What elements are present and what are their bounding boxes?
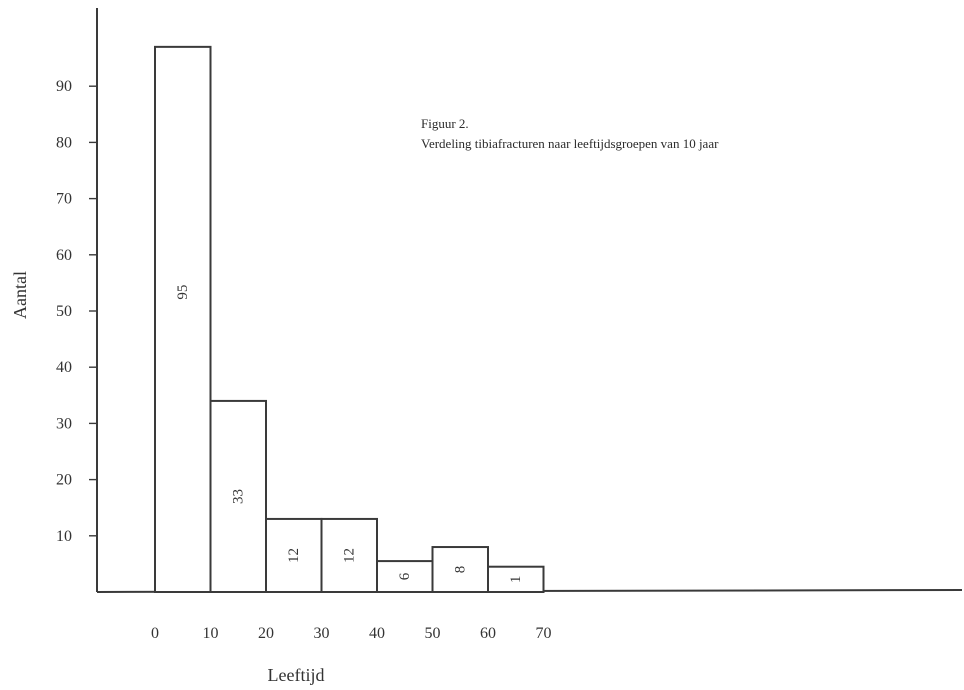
bar-value-label: 6: [397, 572, 413, 580]
bar-value-label: 1: [508, 576, 524, 584]
histogram-bar: [209, 399, 267, 594]
x-tick-label: 60: [480, 625, 496, 642]
x-tick-label: 40: [369, 625, 385, 642]
y-tick-label: 40: [56, 359, 72, 376]
figure-description: Verdeling tibiafracturen naar leeftijdsg…: [421, 136, 719, 151]
histogram-bar: [376, 560, 434, 594]
x-tick-label: 20: [258, 625, 274, 642]
bar-value-label: 12: [286, 548, 302, 563]
histogram-bar: [265, 517, 323, 593]
histogram-bars: 95 33 12 12 6 8 1: [154, 45, 545, 594]
y-tick-label: 50: [56, 303, 72, 320]
x-tick-label: 0: [151, 625, 159, 642]
x-tick-label: 10: [203, 625, 219, 642]
x-axis-ticks: 0 10 20 30 40 50 60 70: [151, 625, 552, 642]
y-axis-ticks: 10 20 30 40 50 60 70 80 90: [56, 78, 97, 545]
bar-value-label: 8: [452, 566, 468, 574]
y-tick-label: 90: [56, 78, 72, 95]
y-tick-label: 70: [56, 191, 72, 208]
histogram-bar: [487, 565, 545, 594]
bar-value-label: 33: [230, 489, 246, 504]
x-tick-label: 70: [536, 625, 552, 642]
x-tick-label: 30: [314, 625, 330, 642]
y-tick-label: 80: [56, 134, 72, 151]
bar-value-label: 95: [175, 285, 191, 300]
x-axis-label: Leeftijd: [268, 665, 325, 685]
histogram-bar: [154, 45, 212, 594]
y-tick-label: 10: [56, 528, 72, 545]
figure-number: Figuur 2.: [421, 116, 469, 131]
y-tick-label: 60: [56, 247, 72, 264]
y-axis-label: Aantal: [10, 271, 30, 319]
y-tick-label: 30: [56, 415, 72, 432]
bar-value-label: 12: [341, 548, 357, 563]
x-tick-label: 50: [425, 625, 441, 642]
figure-caption: Figuur 2. Verdeling tibiafracturen naar …: [421, 114, 718, 154]
y-tick-label: 20: [56, 472, 72, 489]
histogram-bar: [320, 517, 378, 593]
